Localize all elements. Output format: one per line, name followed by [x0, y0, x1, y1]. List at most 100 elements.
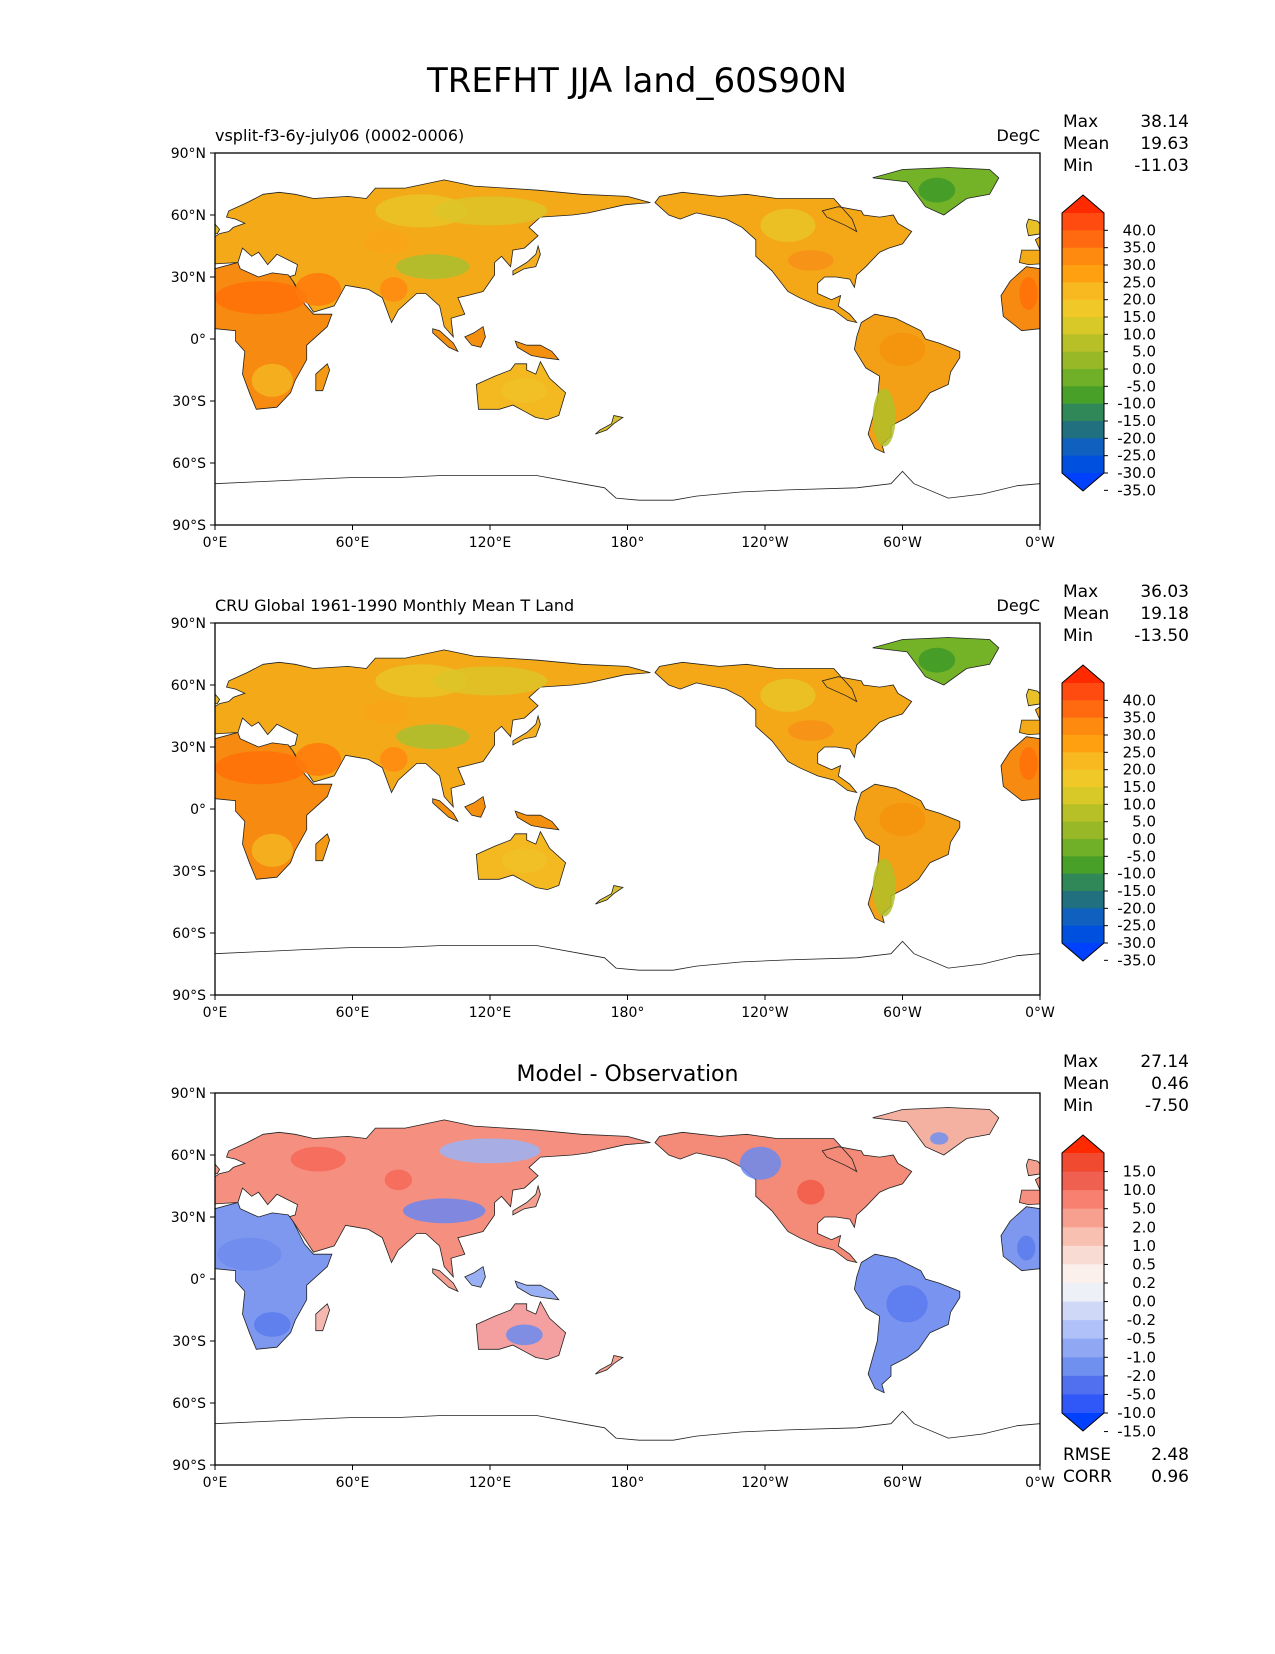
stat-extra-label: RMSE: [1063, 1445, 1111, 1465]
colorbar-extend-bottom: [1062, 473, 1104, 491]
colorbar-segment: [1062, 769, 1104, 788]
panel-title: vsplit-f3-6y-july06 (0002-0006): [215, 126, 464, 145]
colorbar-segment: [1062, 1375, 1104, 1395]
stat-label: Max: [1063, 582, 1098, 602]
colorbar-label: 15.0: [1123, 308, 1156, 326]
colorbar-label: -10.0: [1117, 865, 1156, 883]
stat-extra-value: 0.96: [1151, 1467, 1189, 1487]
stat-value: -13.50: [1134, 626, 1189, 646]
stat-value: -11.03: [1134, 156, 1189, 176]
field-patch: [215, 751, 307, 785]
continent-namerica: [654, 1131, 913, 1264]
colorbar-label: 2.0: [1132, 1218, 1156, 1236]
y-tick-label: 60°N: [171, 208, 206, 224]
colorbar-label: -25.0: [1117, 917, 1156, 935]
x-tick-label: 60°E: [336, 1005, 370, 1021]
continent-newzealand: [595, 415, 624, 435]
colorbar-label: 30.0: [1123, 726, 1156, 744]
colorbar-label: -20.0: [1117, 899, 1156, 917]
y-tick-label: 60°S: [172, 456, 206, 472]
x-tick-label: 120°W: [741, 1005, 789, 1021]
colorbar-segment: [1062, 1245, 1104, 1265]
continent-newzealand: [595, 1355, 624, 1375]
x-tick-label: 60°W: [883, 1475, 922, 1491]
colorbar-label: -15.0: [1117, 412, 1156, 430]
colorbar-segment: [1062, 1320, 1104, 1340]
field-patch: [396, 254, 470, 280]
continent-eurasia: [1018, 706, 1040, 736]
x-tick-label: 0°W: [1025, 1005, 1055, 1021]
stat-value: 27.14: [1140, 1052, 1189, 1072]
x-tick-label: 120°E: [469, 1475, 512, 1491]
colorbar-segment: [1062, 421, 1104, 439]
colorbar: 40.035.030.025.020.015.010.05.00.0-5.0-1…: [1061, 664, 1156, 969]
continent-samerica: [29, 784, 134, 923]
colorbar-label: -15.0: [1117, 882, 1156, 900]
colorbar-segment: [1062, 804, 1104, 823]
colorbar-label: -35.0: [1117, 481, 1156, 499]
y-tick-label: 90°S: [172, 988, 206, 1004]
panel-2: 0°E 60°E 120°E 180° 120°W 60°W 0°W 90°N 60°N 30°N…: [0, 582, 1189, 1021]
continent-namerica: [654, 661, 913, 794]
field-patch: [295, 742, 342, 776]
x-tick-label: 60°W: [883, 1005, 922, 1021]
antarctica-coastline: [215, 470, 1040, 501]
continent-namerica: [0, 662, 87, 792]
stat-label: Min: [1063, 1096, 1093, 1116]
colorbar-label: -0.2: [1127, 1311, 1156, 1329]
continent-britain: [1025, 218, 1040, 237]
x-tick-label: 60°E: [336, 1475, 370, 1491]
continent-madagascar: [315, 833, 331, 862]
stat-label: Min: [1063, 626, 1093, 646]
continent-samerica: [29, 314, 134, 453]
stat-value: 19.18: [1140, 604, 1189, 624]
x-tick-label: 180°: [611, 1475, 645, 1491]
field-patch: [872, 858, 896, 917]
x-tick-label: 0°E: [203, 535, 228, 551]
continent-samerica: [29, 1254, 134, 1393]
field-patch: [290, 1146, 346, 1172]
continent-sumatra: [1258, 1269, 1275, 1292]
colorbar: 15.010.05.02.01.00.50.20.0-0.2-0.5-1.0-2…: [1061, 1134, 1156, 1441]
stat-label: Max: [1063, 112, 1098, 132]
continent-newzealand: [595, 885, 624, 905]
y-tick-label: 30°N: [171, 740, 206, 756]
y-tick-label: 0°: [190, 332, 206, 348]
colorbar-segment: [1062, 1283, 1104, 1303]
continent-britain: [215, 693, 221, 705]
field-patch: [380, 277, 408, 302]
y-tick-label: 90°N: [171, 146, 206, 162]
y-tick-label: 0°: [190, 1272, 206, 1288]
colorbar-label: -10.0: [1117, 395, 1156, 413]
continent-namerica: [654, 191, 913, 324]
colorbar-segment: [1062, 282, 1104, 301]
field-patch: [251, 833, 293, 867]
colorbar-label: 5.0: [1132, 1200, 1156, 1218]
field-patch: [384, 1169, 413, 1191]
continent-newguinea: [514, 340, 560, 361]
field-patch: [363, 699, 410, 725]
y-tick-label: 90°S: [172, 518, 206, 534]
field-patch: [787, 250, 834, 271]
y-tick-label: 90°N: [171, 616, 206, 632]
continent-madagascar: [315, 363, 331, 392]
colorbar-label: 10.0: [1123, 795, 1156, 813]
colorbar-segment: [1062, 873, 1104, 892]
panel-title: Model - Observation: [517, 1062, 739, 1087]
continent-borneo: [464, 1265, 486, 1288]
colorbar-label: -1.0: [1127, 1348, 1156, 1366]
field-patch: [879, 332, 926, 366]
panel-1: 0°E 60°E 120°E 180° 120°W 60°W 0°W 90°N 60°N 30°N…: [29, 112, 1189, 551]
field-patch: [380, 747, 408, 772]
x-tick-label: 0°W: [1025, 535, 1055, 551]
field-patch: [432, 196, 548, 226]
y-tick-label: 30°N: [171, 1210, 206, 1226]
colorbar-label: 30.0: [1123, 256, 1156, 274]
x-tick-label: 120°E: [469, 535, 512, 551]
stat-value: 38.14: [1140, 112, 1189, 132]
antarctica-coastline: [215, 940, 1040, 971]
colorbar-segment: [1062, 700, 1104, 719]
continent-newguinea: [514, 1280, 560, 1301]
field-patch: [797, 1179, 825, 1205]
